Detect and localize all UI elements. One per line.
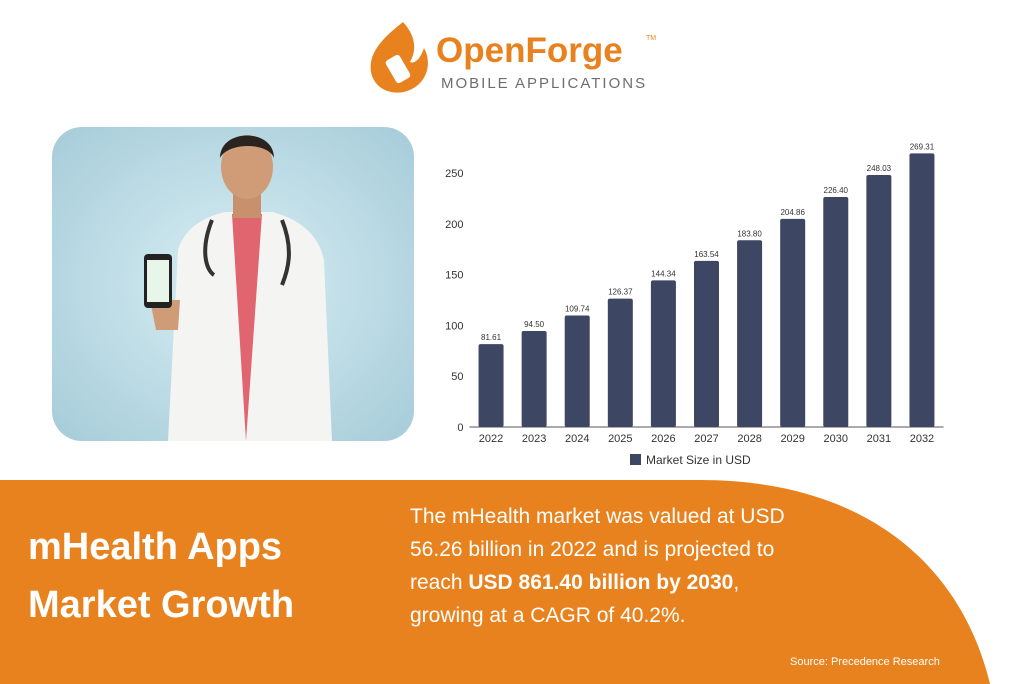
bar (521, 330, 547, 427)
bar (909, 153, 935, 427)
y-tick-label: 250 (445, 168, 463, 180)
x-tick-label: 2025 (608, 433, 632, 445)
bar (564, 315, 590, 427)
y-tick-label: 200 (445, 219, 463, 231)
bar (823, 196, 849, 427)
value-label: 81.61 (481, 333, 502, 342)
value-label: 269.31 (910, 142, 935, 151)
value-label: 126.37 (608, 288, 633, 297)
bar (694, 260, 719, 427)
bar (607, 298, 633, 427)
doctor-photo (52, 127, 414, 441)
x-tick-label: 2028 (737, 433, 761, 445)
x-tick-label: 2029 (780, 433, 804, 445)
heading-line: Market Growth (28, 584, 295, 626)
y-tick-label: 0 (457, 422, 463, 434)
logo-tagline: MOBILE APPLICATIONS (441, 75, 647, 92)
x-tick-label: 2032 (910, 433, 934, 445)
description-text: , growing at a CAGR of 40.2%. (410, 571, 740, 627)
x-tick-label: 2026 (651, 433, 675, 445)
y-tick-label: 150 (445, 270, 463, 282)
description-text: The mHealth market was valued at USD 56.… (410, 505, 785, 594)
bar (650, 280, 676, 427)
bar (866, 175, 892, 427)
x-tick-label: 2023 (522, 433, 546, 445)
bar (478, 344, 504, 427)
description: The mHealth market was valued at USD 56.… (410, 500, 790, 632)
y-tick-label: 50 (451, 371, 463, 383)
y-tick-label: 100 (445, 320, 463, 332)
source: Source: Precedence Research (790, 656, 940, 668)
logo-icon (370, 22, 428, 93)
x-tick-label: 2024 (565, 433, 589, 445)
value-label: 163.54 (694, 250, 719, 259)
bar (737, 240, 763, 427)
x-tick-label: 2030 (824, 433, 848, 445)
logo-trademark: TM (646, 35, 656, 42)
x-tick-label: 2027 (694, 433, 718, 445)
value-label: 109.74 (565, 305, 590, 314)
legend-label: Market Size in USD (646, 453, 751, 467)
orange-band (0, 480, 990, 684)
heading: mHealth Apps Market Growth (28, 518, 294, 634)
logo-name: OpenForge (436, 31, 623, 70)
bar (780, 218, 806, 427)
value-label: 226.40 (824, 186, 849, 195)
value-label: 248.03 (867, 164, 892, 173)
value-label: 183.80 (737, 229, 762, 238)
description-highlight: USD 861.40 billion by 2030 (468, 571, 734, 594)
heading-line: mHealth Apps (28, 526, 283, 568)
legend-swatch (630, 454, 641, 465)
x-tick-label: 2022 (479, 433, 503, 445)
value-label: 144.34 (651, 269, 676, 278)
value-label: 204.86 (780, 208, 805, 217)
value-label: 94.50 (524, 320, 545, 329)
x-tick-label: 2031 (867, 433, 891, 445)
